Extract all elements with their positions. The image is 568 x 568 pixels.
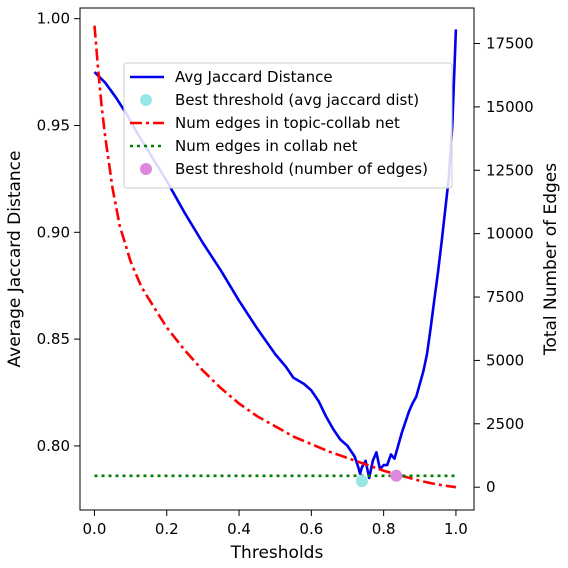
y-right-axis: 0 2500 5000 7500 10000 12500 15000 17500 (474, 34, 534, 496)
y-right-axis-label: Total Number of Edges (541, 163, 561, 356)
x-tick-label: 1.0 (444, 520, 468, 538)
x-tick-label: 0.6 (299, 520, 323, 538)
y-left-tick-label: 0.90 (37, 223, 70, 241)
y-right-tick-label: 7500 (486, 288, 524, 306)
y-left-tick-label: 1.00 (37, 10, 70, 28)
y-right-tick-label: 10000 (486, 225, 534, 243)
y-right-tick-label: 2500 (486, 415, 524, 433)
y-right-tick-label: 0 (486, 478, 496, 496)
x-tick-label: 0.4 (227, 520, 251, 538)
y-left-tick-label: 0.95 (37, 116, 70, 134)
series-layer (93, 25, 458, 489)
legend-label: Best threshold (number of edges) (175, 160, 428, 178)
series-line-num-edges-in-topic-collab-net (93, 25, 457, 489)
legend-label: Num edges in topic-collab net (175, 114, 400, 132)
y-left-axis: 0.80 0.85 0.90 0.95 1.00 (37, 10, 80, 455)
legend-marker (140, 94, 152, 106)
legend: Avg Jaccard Distance Best threshold (avg … (123, 62, 453, 189)
x-tick-label: 0.8 (372, 520, 396, 538)
y-right-tick-label: 12500 (486, 161, 534, 179)
x-axis-label: Thresholds (230, 543, 324, 563)
legend-label: Best threshold (avg jaccard dist) (175, 91, 419, 109)
legend-marker (140, 163, 152, 175)
y-left-tick-label: 0.85 (37, 330, 70, 348)
legend-label: Avg Jaccard Distance (175, 68, 333, 86)
y-right-tick-label: 17500 (486, 34, 534, 52)
marker-best-threshold-avg-jaccard-dist- (355, 475, 368, 488)
y-left-axis-label: Average Jaccard Distance (5, 151, 25, 368)
y-right-tick-label: 5000 (486, 351, 524, 369)
y-left-tick-label: 0.80 (37, 437, 70, 455)
plot-frame (79, 7, 475, 511)
x-tick-label: 0.2 (155, 520, 179, 538)
x-tick-label: 0.0 (83, 520, 107, 538)
marker-best-threshold-number-of-edges- (390, 469, 403, 482)
legend-label: Num edges in collab net (175, 137, 358, 155)
y-right-tick-label: 15000 (486, 98, 534, 116)
x-axis: 0.0 0.2 0.4 0.6 0.8 1.0 (83, 510, 468, 538)
